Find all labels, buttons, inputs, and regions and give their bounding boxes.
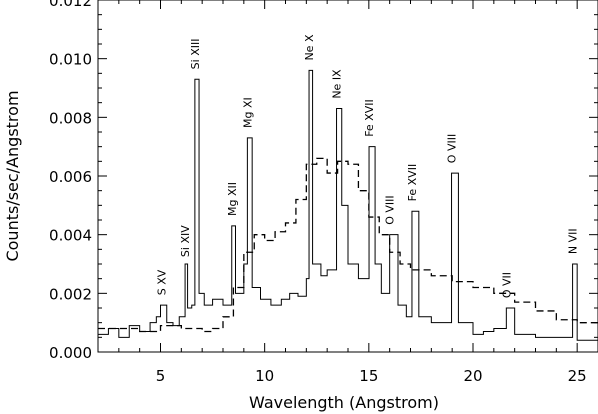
line-annotation: O VII [500, 272, 513, 298]
plot-frame [97, 0, 598, 353]
y-tick-label: 0.002 [49, 285, 92, 303]
line-annotation: Fe XVII [363, 99, 376, 137]
model-dashed-line [98, 157, 598, 333]
line-annotations: S XV Si XIV Si XIII Mg XII Mg XI Ne X Ne IX Fe … [155, 34, 579, 298]
y-tick-label: 0.008 [49, 109, 92, 127]
x-tick-label: 15 [359, 367, 378, 385]
x-tick-label: 20 [463, 367, 482, 385]
line-annotation: S XV [155, 269, 168, 295]
axis-ticks: 5 10 15 20 25 0.000 0.002 0.004 0.006 0.008 0.010 0… [49, 0, 598, 385]
x-tick-label: 5 [156, 367, 166, 385]
y-tick-label: 0.006 [49, 168, 92, 186]
line-annotation: O VIII [446, 134, 459, 163]
line-annotation: Ne IX [331, 69, 344, 99]
observed-spectrum-line [98, 69, 598, 350]
y-tick-label: 0.004 [49, 227, 92, 245]
x-tick-label: 10 [255, 367, 274, 385]
line-annotation: Si XIV [179, 225, 192, 257]
y-axis-title: Counts/sec/Angstrom [3, 90, 22, 261]
series-layer [98, 69, 598, 350]
x-tick-label: 25 [568, 367, 587, 385]
line-annotation: Mg XII [226, 182, 239, 216]
line-annotation: Ne X [303, 34, 316, 60]
line-annotation: Fe XVII [406, 164, 419, 202]
y-tick-label: 0.000 [49, 344, 92, 362]
y-tick-label: 0.010 [49, 51, 92, 69]
line-annotation: Si XIII [189, 39, 202, 70]
line-annotation: N VII [567, 228, 580, 254]
y-tick-label: 0.012 [49, 0, 92, 10]
x-axis-title: Wavelength (Angstrom) [249, 393, 439, 412]
line-annotation: O VIII [384, 195, 397, 224]
line-annotation: Mg XI [241, 97, 254, 128]
